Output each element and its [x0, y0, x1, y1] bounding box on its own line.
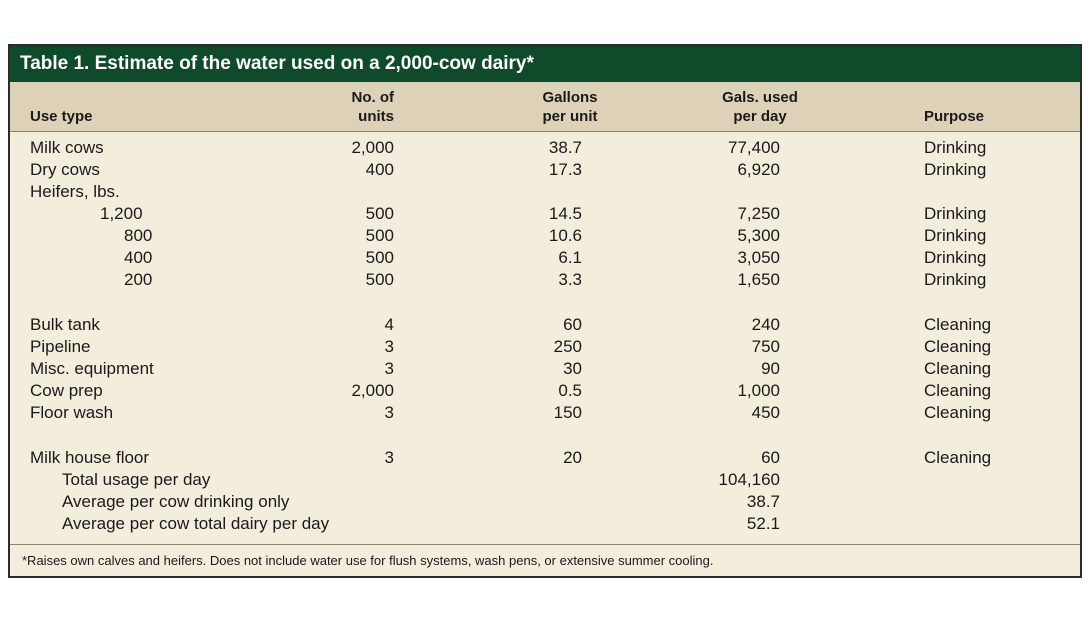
cell-purpose: Drinking — [924, 204, 987, 223]
cell-gallons-per-day: 52.1 — [746, 514, 780, 533]
cell-use-type: 800 — [124, 226, 153, 245]
summary-row: Average per cow drinking only 38.7 — [10, 491, 1080, 513]
cell-use-type: Dry cows — [30, 160, 100, 179]
table-footnote: *Raises own calves and heifers. Does not… — [10, 544, 1080, 576]
cell-gallons-per-unit: 6.1 — [558, 248, 582, 267]
cell-use-type: 1,200 — [100, 204, 143, 223]
cell-gallons-per-day: 450 — [751, 403, 780, 422]
header-use-type: Use type — [30, 108, 93, 125]
cell-use-type: Pipeline — [30, 337, 91, 356]
cell-gallons-per-day: 38.7 — [746, 492, 780, 511]
cell-units: 500 — [365, 270, 394, 289]
cell-gallons-per-unit: 14.5 — [548, 204, 582, 223]
cell-units: 3 — [384, 337, 394, 356]
cell-summary-label: Average per cow drinking only — [62, 492, 290, 511]
cell-gallons-per-day: 750 — [751, 337, 780, 356]
cell-gallons-per-day: 77,400 — [728, 138, 780, 157]
cell-use-type: 400 — [124, 248, 153, 267]
cell-units: 2,000 — [351, 138, 394, 157]
cell-units: 3 — [384, 448, 394, 467]
cell-purpose: Cleaning — [924, 337, 992, 356]
cell-use-type: 200 — [124, 270, 153, 289]
cell-use-type: Floor wash — [30, 403, 114, 422]
table-row: Milk house floor 3 20 60 Cleaning — [10, 447, 1080, 469]
table-row: Floor wash 3 150 450 Cleaning — [10, 402, 1080, 424]
header-purpose: Purpose — [924, 108, 985, 125]
cell-gallons-per-unit: 3.3 — [558, 270, 582, 289]
cell-gallons-per-unit: 30 — [563, 359, 582, 378]
table-header: Use type No. of units Gallons per unit G… — [10, 82, 1080, 132]
cell-units: 2,000 — [351, 381, 394, 400]
cell-gallons-per-unit: 250 — [553, 337, 582, 356]
cell-gallons-per-day: 5,300 — [737, 226, 780, 245]
header-units: No. of units — [352, 88, 395, 126]
cell-purpose: Drinking — [924, 270, 987, 289]
cell-units: 500 — [365, 226, 394, 245]
cell-purpose: Cleaning — [924, 403, 992, 422]
header-units-line1: No. of — [351, 89, 395, 106]
header-gpd-line2: per day — [733, 108, 787, 125]
cell-use-type: Bulk tank — [30, 315, 100, 334]
cell-gallons-per-unit: 0.5 — [558, 381, 582, 400]
cell-units: 400 — [365, 160, 394, 179]
table-row: Cow prep 2,000 0.5 1,000 Cleaning — [10, 380, 1080, 402]
cell-use-type: Milk house floor — [30, 448, 150, 467]
cell-purpose: Cleaning — [924, 315, 992, 334]
cell-purpose: Cleaning — [924, 359, 992, 378]
table-row: Dry cows 400 17.3 6,920 Drinking — [10, 159, 1080, 181]
cell-gallons-per-day: 240 — [751, 315, 780, 334]
cell-gallons-per-day: 7,250 — [737, 204, 780, 223]
cell-gallons-per-day: 104,160 — [718, 470, 780, 489]
cell-gallons-per-unit: 20 — [563, 448, 582, 467]
table-row: 1,200 500 14.5 7,250 Drinking — [10, 203, 1080, 225]
cell-purpose: Cleaning — [924, 381, 992, 400]
cell-purpose: Drinking — [924, 248, 987, 267]
cell-purpose: Cleaning — [924, 448, 992, 467]
table-row: Pipeline 3 250 750 Cleaning — [10, 336, 1080, 358]
cell-gallons-per-unit: 150 — [553, 403, 582, 422]
header-gpu-line1: Gallons — [542, 89, 598, 106]
cell-use-type: Heifers, lbs. — [30, 182, 120, 201]
cell-gallons-per-unit: 38.7 — [548, 138, 582, 157]
header-gpu-line2: per unit — [542, 108, 598, 125]
cell-gallons-per-unit: 17.3 — [548, 160, 582, 179]
cell-units: 4 — [384, 315, 394, 334]
cell-purpose: Drinking — [924, 138, 987, 157]
header-gpd-line1: Gals. used — [722, 89, 798, 106]
cell-summary-label: Total usage per day — [62, 470, 211, 489]
cell-gallons-per-day: 6,920 — [737, 160, 780, 179]
cell-gallons-per-day: 1,000 — [737, 381, 780, 400]
cell-summary-label: Average per cow total dairy per day — [62, 514, 330, 533]
summary-row: Total usage per day 104,160 — [10, 469, 1080, 491]
table-row: Misc. equipment 3 30 90 Cleaning — [10, 358, 1080, 380]
header-units-line2: units — [358, 108, 394, 125]
table-row: 800 500 10.6 5,300 Drinking — [10, 225, 1080, 247]
cell-units: 500 — [365, 248, 394, 267]
cell-units: 3 — [384, 359, 394, 378]
header-gallons-per-day: Gals. used per day — [700, 88, 820, 126]
cell-purpose: Drinking — [924, 226, 987, 245]
cell-units: 3 — [384, 403, 394, 422]
table-row: 200 500 3.3 1,650 Drinking — [10, 269, 1080, 291]
cell-use-type: Misc. equipment — [30, 359, 154, 378]
summary-row: Average per cow total dairy per day 52.1 — [10, 513, 1080, 535]
table-row: Bulk tank 4 60 240 Cleaning — [10, 314, 1080, 336]
water-use-table: Table 1. Estimate of the water used on a… — [8, 44, 1082, 578]
cell-gallons-per-day: 3,050 — [737, 248, 780, 267]
cell-gallons-per-day: 1,650 — [737, 270, 780, 289]
cell-gallons-per-day: 60 — [761, 448, 780, 467]
cell-use-type: Cow prep — [30, 381, 103, 400]
table-row: Heifers, lbs. — [10, 181, 1080, 203]
table-row: 400 500 6.1 3,050 Drinking — [10, 247, 1080, 269]
cell-units: 500 — [365, 204, 394, 223]
cell-gallons-per-unit: 10.6 — [548, 226, 582, 245]
header-gallons-per-unit: Gallons per unit — [514, 88, 626, 126]
table-title: Table 1. Estimate of the water used on a… — [10, 46, 1080, 82]
cell-use-type: Milk cows — [30, 138, 104, 157]
cell-gallons-per-unit: 60 — [563, 315, 582, 334]
cell-purpose: Drinking — [924, 160, 987, 179]
cell-gallons-per-day: 90 — [761, 359, 780, 378]
table-row: Milk cows 2,000 38.7 77,400 Drinking — [10, 137, 1080, 159]
